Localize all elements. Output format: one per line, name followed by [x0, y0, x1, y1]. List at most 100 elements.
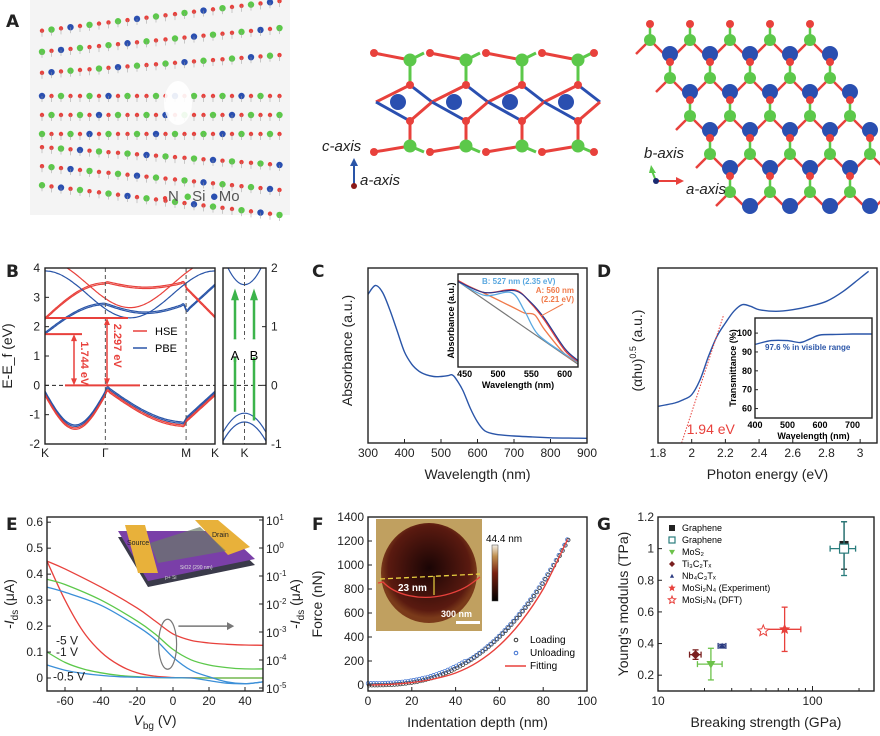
loading-point	[566, 537, 571, 543]
mo-atom	[390, 94, 406, 110]
n-mo-bond	[465, 83, 489, 104]
mo-atom	[842, 84, 858, 100]
channel-flake	[150, 527, 226, 563]
n-mo-bond	[375, 83, 411, 104]
x-tick-label: 10	[651, 694, 665, 708]
n-atom	[766, 172, 774, 180]
scale-bar	[456, 621, 480, 624]
si-atom	[664, 72, 676, 84]
n-mo-bond	[409, 83, 433, 104]
loading-point	[492, 639, 497, 644]
loading-point	[543, 577, 548, 582]
right-y-tick-label: 101	[266, 513, 284, 528]
x-tick-label: 300	[358, 446, 378, 460]
si-atom	[764, 34, 776, 46]
si-atom	[764, 186, 776, 198]
mo-atom	[842, 160, 858, 176]
legend-marker	[513, 637, 519, 643]
y-tick-label: 1.2	[637, 510, 654, 524]
legend-marker	[669, 549, 675, 555]
top-view-structure	[635, 20, 880, 214]
y-tick-label: 600	[344, 606, 364, 620]
panel-g-label: G	[597, 515, 611, 535]
si-atom	[844, 110, 856, 122]
peak-b-line	[457, 280, 579, 363]
mo-atom	[446, 94, 462, 110]
baseline-line	[457, 280, 579, 365]
x-tick-label: 3	[857, 446, 864, 460]
y-tick-label: 2	[33, 320, 40, 334]
n-atom	[518, 117, 526, 125]
inset-x-tick-label: 600	[812, 420, 827, 430]
mo-atom	[742, 122, 758, 138]
si-atom	[864, 148, 876, 160]
transfer-curve	[46, 578, 264, 670]
inset-x-tick-label: 450	[457, 369, 472, 379]
legend-label: Fitting	[530, 661, 557, 672]
n-atom	[406, 81, 414, 89]
mo-atom	[742, 198, 758, 214]
n-atom	[866, 134, 874, 142]
x-tick-label: 100	[802, 694, 822, 708]
n-atom	[590, 148, 598, 156]
x-tick-label: M	[181, 446, 191, 460]
inset-bg	[458, 274, 578, 367]
mo-n-bond	[577, 100, 601, 123]
loading-point	[494, 637, 500, 642]
panel-d-label: D	[597, 262, 612, 282]
y-tick-label: 400	[344, 630, 364, 644]
drain-electrode	[195, 520, 250, 555]
x-tick-label: 40	[449, 694, 463, 708]
force-frame	[367, 516, 588, 692]
mo-atom	[782, 198, 798, 214]
n-atom	[426, 49, 434, 57]
oxide-label: SiO2 (290 nm)	[180, 565, 213, 571]
clip-top	[44, 238, 216, 268]
atom	[248, 28, 254, 34]
c-axis-label: c-axis	[322, 138, 362, 155]
y-tick-label: -2	[29, 437, 40, 451]
si-atom	[644, 34, 656, 46]
right-y-tick-label: 10-4	[266, 653, 287, 668]
x-tick-label: 2.6	[784, 446, 801, 460]
clip-bottom	[44, 445, 216, 475]
inset-frame	[754, 317, 873, 419]
x-axis-label: Vbg (V)	[133, 712, 176, 732]
inset-y-tick-label: 80	[742, 366, 752, 376]
legend-label: PBE	[155, 343, 177, 355]
mo-atom	[722, 160, 738, 176]
b-axis-label: b-axis	[644, 145, 685, 162]
si-atom	[724, 186, 736, 198]
x-tick-label: 500	[431, 446, 451, 460]
n-atom	[786, 134, 794, 142]
legend-label: HSE	[155, 326, 178, 338]
n-atom	[370, 148, 378, 156]
highlight-ellipse	[158, 618, 178, 670]
x-tick-label: 2.8	[818, 446, 835, 460]
si-atom	[804, 186, 816, 198]
n-atom	[766, 20, 774, 28]
mo-atom	[722, 84, 738, 100]
data-point	[756, 623, 771, 637]
x-tick-label: 2.4	[751, 446, 768, 460]
si-atom	[784, 72, 796, 84]
n-mo-bond	[577, 83, 601, 104]
inset-y-tick-label: 90	[742, 347, 752, 357]
x-axis-label: Indentation depth (nm)	[407, 714, 548, 730]
legend-si-dot: ●	[183, 188, 193, 205]
right-y-tick-label: 100	[266, 541, 284, 556]
inset-x-tick-label: 400	[747, 420, 762, 430]
loading-point	[531, 594, 537, 599]
n-atom	[846, 172, 854, 180]
si-atom	[571, 139, 585, 153]
n-mo-bond	[487, 83, 523, 104]
right-y-tick-label: 1	[271, 320, 278, 334]
mo-atom	[558, 94, 574, 110]
right-y-tick-label: 10-5	[266, 681, 287, 696]
si-atom	[684, 34, 696, 46]
peak-a-energy-annotation: (2.21 eV)	[541, 295, 574, 304]
y-tick-label: 0.1	[26, 645, 43, 659]
y-axis-label: Absorbance (a.u.)	[339, 295, 355, 406]
si-atom	[684, 110, 696, 122]
x-tick-label: 2.2	[717, 446, 734, 460]
